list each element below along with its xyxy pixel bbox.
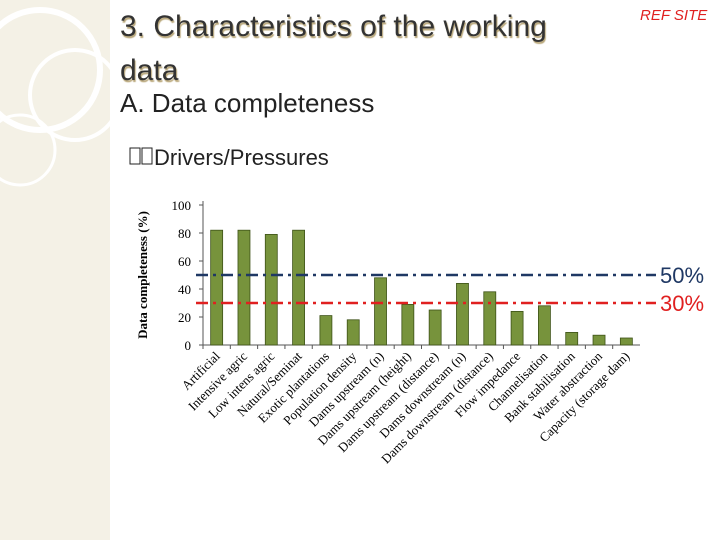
- tag: REF SITE: [640, 7, 708, 24]
- y-tick-label: 80: [178, 226, 191, 241]
- y-tick-label: 0: [185, 338, 192, 353]
- title: data: [120, 54, 179, 87]
- title: 3. Characteristics of the working: [120, 10, 547, 43]
- bar: [456, 282, 469, 346]
- side-strip: [0, 0, 110, 540]
- bar: [210, 229, 224, 346]
- bar: [428, 309, 442, 346]
- decor-circle: [28, 48, 122, 142]
- bar: [538, 305, 551, 346]
- y-tick-label: 60: [178, 254, 191, 269]
- subtitle: A. Data completeness: [120, 88, 374, 118]
- bullet-icon: [129, 147, 141, 165]
- bar: [592, 334, 606, 346]
- decor-circle: [0, 113, 57, 187]
- bar: [292, 229, 305, 346]
- bullet-text: Drivers/Pressures: [154, 145, 329, 170]
- y-tick-label: 40: [178, 282, 191, 297]
- bar: [346, 319, 360, 346]
- bar: [619, 337, 633, 346]
- reference-label: 30%: [660, 291, 704, 316]
- decor-circle: [0, 7, 103, 133]
- bullet-icon: [141, 147, 153, 165]
- bar: [237, 229, 251, 346]
- bar: [483, 291, 497, 346]
- reference-label: 50%: [660, 263, 704, 288]
- bar: [565, 331, 579, 346]
- bar: [374, 277, 387, 346]
- bar: [510, 310, 524, 346]
- bar: [264, 233, 278, 346]
- y-tick-label: 20: [178, 310, 191, 325]
- bar: [319, 315, 333, 346]
- y-axis-label: Data completeness (%): [135, 211, 150, 339]
- y-tick-label: 100: [172, 198, 192, 213]
- bar: [401, 303, 415, 346]
